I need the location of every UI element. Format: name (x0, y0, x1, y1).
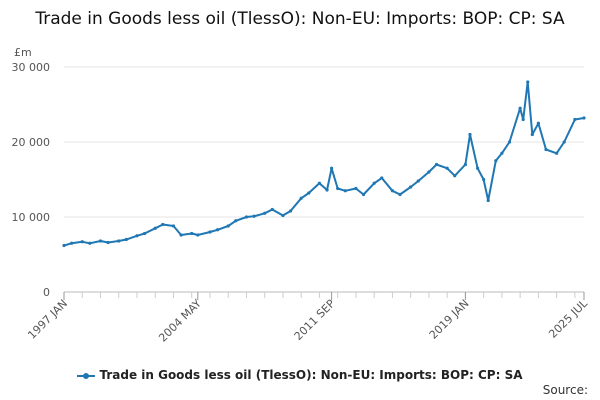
legend-swatch-icon (77, 372, 96, 379)
data-point (582, 116, 586, 120)
data-point (153, 226, 157, 230)
data-point (494, 159, 498, 163)
data-point (142, 231, 147, 236)
data-point (62, 243, 66, 248)
data-point (507, 140, 512, 144)
data-point (544, 147, 548, 152)
data-point (117, 239, 121, 243)
x-tick-label: 2004 MAY (156, 297, 204, 345)
data-point (453, 174, 457, 178)
data-point (244, 215, 249, 219)
y-tick-label: 20 000 (12, 136, 51, 149)
data-point (70, 241, 74, 245)
data-point (234, 219, 238, 223)
data-series (62, 80, 586, 248)
series-line (63, 81, 585, 247)
data-point (330, 166, 334, 170)
data-point (299, 196, 303, 200)
data-point (135, 234, 139, 238)
chart-legend: Trade in Goods less oil (TlessO): Non-EU… (0, 368, 600, 382)
x-axis-tick-labels: 1997 JAN 2004 MAY 2011 SEP 2019 JAN 2025 JUL (25, 296, 590, 344)
data-point (530, 132, 534, 137)
data-point (215, 228, 220, 232)
data-point (325, 188, 329, 192)
data-point (106, 240, 110, 245)
data-point (88, 241, 92, 245)
data-point (161, 222, 165, 227)
data-point (463, 162, 468, 167)
data-point (317, 181, 322, 185)
data-point (98, 239, 103, 243)
y-tick-label: 0 (43, 286, 50, 299)
data-point (336, 186, 340, 191)
chart-title: Trade in Goods less oil (TlessO): Non-EU… (35, 9, 565, 29)
x-tick-label: 2019 JAN (427, 297, 472, 342)
data-point (270, 207, 274, 212)
data-point (380, 176, 384, 180)
data-point (486, 198, 490, 203)
data-point (307, 191, 311, 195)
data-point (562, 140, 566, 144)
data-point (390, 189, 395, 193)
data-point (482, 177, 486, 182)
data-point (361, 192, 366, 197)
x-tick-label: 2025 JUL (546, 296, 590, 340)
data-point (427, 170, 431, 174)
data-point (252, 214, 256, 218)
data-point (171, 224, 176, 228)
data-point (281, 213, 285, 218)
data-point (445, 166, 449, 170)
data-point (468, 132, 472, 137)
data-point (526, 80, 530, 84)
x-tick-label: 1997 JAN (25, 297, 70, 342)
data-point (475, 166, 480, 170)
data-point (80, 240, 84, 244)
data-point (573, 117, 577, 122)
y-tick-label: 10 000 (12, 211, 51, 224)
x-axis (63, 292, 585, 300)
data-point (416, 179, 420, 183)
data-point (190, 231, 194, 236)
data-point (343, 189, 347, 193)
y-axis-unit-label: £m (14, 46, 32, 59)
data-point (354, 186, 358, 191)
data-point (500, 151, 504, 155)
data-point (536, 121, 540, 125)
data-point (208, 230, 212, 234)
data-point (124, 237, 128, 242)
grid-lines (64, 66, 584, 293)
x-tick-label: 2011 SEP (292, 297, 338, 343)
data-point (518, 106, 522, 110)
data-point (409, 185, 413, 189)
data-point (288, 209, 293, 213)
data-point (196, 233, 200, 237)
data-point (226, 224, 230, 228)
y-tick-label: 30 000 (12, 61, 51, 74)
source-label: Source: (542, 383, 588, 397)
data-point (555, 151, 559, 155)
data-point (372, 181, 376, 185)
legend-label: Trade in Goods less oil (TlessO): Non-EU… (99, 368, 523, 382)
data-point (521, 117, 525, 122)
y-axis-tick-labels: 0 10 000 20 000 30 000 (12, 61, 51, 299)
data-point (179, 233, 183, 237)
data-point (434, 162, 439, 167)
data-point (398, 192, 402, 197)
data-point (263, 211, 267, 215)
